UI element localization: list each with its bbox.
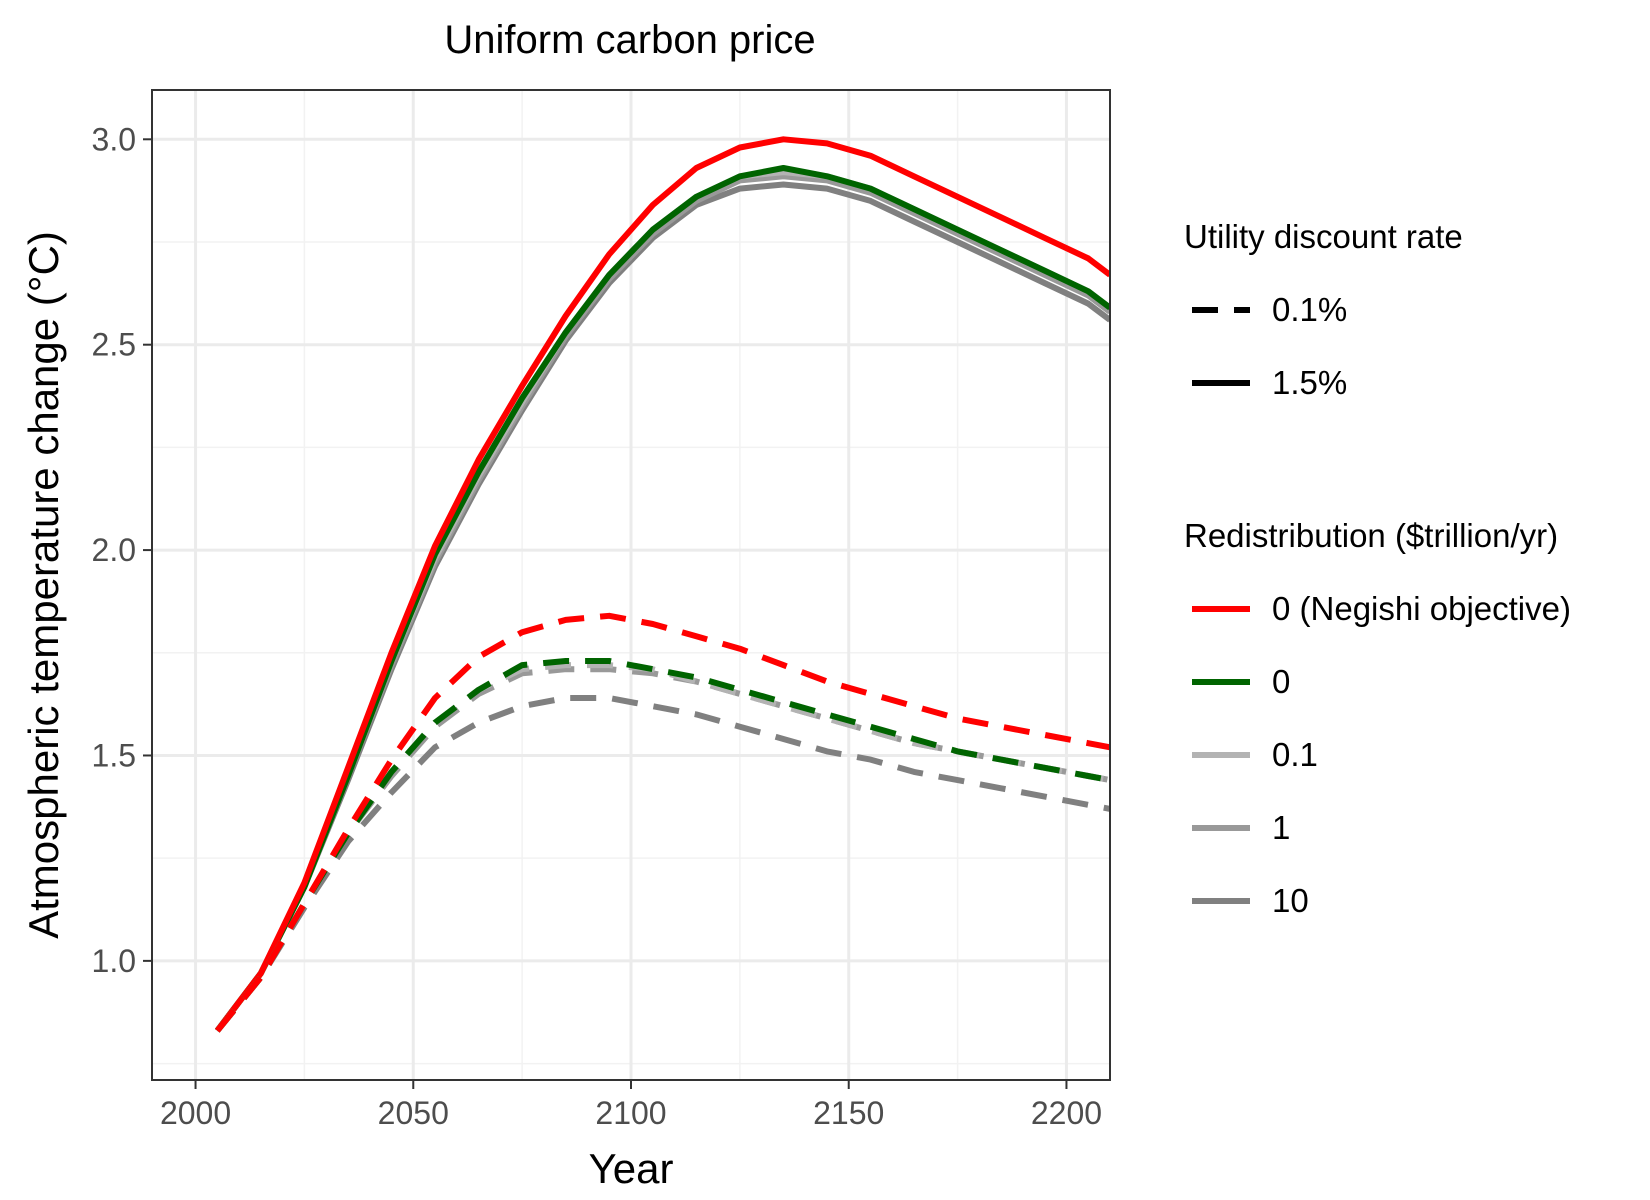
legend-title: Utility discount rate [1184, 218, 1463, 255]
legend-label: 10 [1272, 882, 1309, 919]
legend-label: 0 [1272, 663, 1290, 700]
x-axis-label: Year [589, 1145, 674, 1192]
x-tick-label: 2050 [378, 1095, 449, 1131]
x-tick-label: 2200 [1031, 1095, 1102, 1131]
y-tick-label: 1.0 [92, 943, 136, 979]
y-tick-label: 2.5 [92, 327, 136, 363]
series-line-dashed-5 [214, 695, 1110, 1033]
legend: Utility discount rate 0.1% 1.5% Redistribut… [1184, 218, 1571, 919]
x-tick-label: 2150 [813, 1095, 884, 1131]
plot-area [214, 136, 1110, 1033]
legend-title: Redistribution ($trillion/yr) [1184, 517, 1558, 554]
x-tick-label: 2100 [595, 1095, 666, 1131]
legend-label: 1 [1272, 809, 1290, 846]
y-tick-label: 1.5 [92, 737, 136, 773]
y-axis: 1.0 1.5 2.0 2.5 3.0 [92, 121, 152, 979]
x-tick-label: 2000 [160, 1095, 231, 1131]
legend-label: 0.1 [1272, 736, 1318, 773]
y-axis-label: Atmospheric temperature change (°C) [20, 231, 67, 939]
series-line-dashed-9 [214, 612, 1110, 1033]
legend-label: 1.5% [1272, 364, 1347, 401]
x-axis: 2000 2050 2100 2150 2200 [160, 1080, 1102, 1131]
series-line-solid-4 [214, 136, 1110, 1033]
chart-title: Uniform carbon price [444, 18, 815, 62]
series-line-dashed-8 [214, 658, 1110, 1033]
y-tick-label: 2.0 [92, 532, 136, 568]
y-tick-label: 3.0 [92, 121, 136, 157]
legend-label: 0.1% [1272, 291, 1347, 328]
legend-label: 0 (Negishi objective) [1272, 590, 1571, 627]
